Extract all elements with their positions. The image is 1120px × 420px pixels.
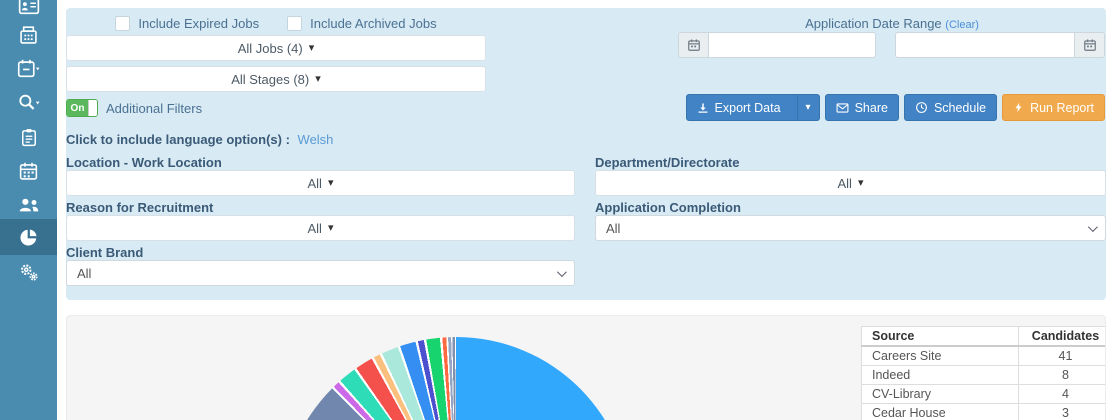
bolt-icon (1013, 101, 1024, 114)
include-jobs-row: Include Expired Jobs Include Archived Jo… (66, 16, 486, 31)
include-expired-jobs[interactable]: Include Expired Jobs (115, 16, 259, 31)
download-icon (697, 102, 709, 114)
date-to-group (895, 32, 1105, 58)
caret-down-icon: ▾ (857, 176, 864, 189)
sidebar-item-calendar[interactable] (0, 154, 57, 188)
address-card-icon (18, 0, 40, 17)
search-dropdown-icon (17, 92, 41, 114)
include-archived-label: Include Archived Jobs (310, 16, 437, 31)
report-results-panel: Source Candidates Careers Site 41 Indeed 8… (66, 315, 1106, 420)
date-range-label: Application Date Range (Clear) (805, 16, 979, 31)
date-to-input[interactable] (895, 32, 1075, 58)
source-pie-chart (281, 337, 631, 420)
stages-dropdown-value: All Stages (8) (231, 71, 310, 87)
jobs-dropdown[interactable]: All Jobs (4) ▾ (66, 35, 486, 61)
export-caret-button[interactable]: ▾ (796, 95, 819, 120)
include-expired-label: Include Expired Jobs (138, 16, 260, 31)
application-completion-select[interactable]: All (595, 215, 1106, 241)
sidebar-item-reports[interactable] (0, 219, 57, 255)
additional-filters-toggle[interactable]: On (66, 99, 98, 117)
field-label-department: Department/Directorate (595, 155, 740, 170)
date-range-clear-link[interactable]: (Clear) (945, 19, 979, 31)
date-from-input[interactable] (708, 32, 876, 58)
sidebar-item-calendar-menu[interactable] (0, 52, 57, 86)
column-header-candidates: Candidates (1018, 326, 1105, 347)
calendar-addon-icon[interactable] (678, 32, 708, 58)
sidebar-item-users[interactable] (0, 188, 57, 222)
run-report-button[interactable]: Run Report (1002, 94, 1105, 121)
column-header-source: Source (861, 326, 1019, 347)
chevron-down-icon (1087, 222, 1098, 233)
additional-filters-row: On Additional Filters (66, 99, 202, 117)
language-options-row: Click to include language option(s) : We… (66, 132, 333, 147)
location-dropdown[interactable]: All ▾ (66, 170, 575, 196)
caret-down-icon: ▾ (327, 176, 334, 189)
caret-down-icon: ▾ (315, 72, 321, 85)
table-row: Careers Site 41 (861, 345, 1105, 366)
include-expired-checkbox[interactable] (115, 16, 131, 31)
department-dropdown[interactable]: All ▾ (595, 170, 1106, 196)
fax-icon (18, 25, 39, 46)
additional-filters-label: Additional Filters (106, 100, 203, 116)
chevron-down-icon (556, 267, 567, 278)
include-archived-jobs[interactable]: Include Archived Jobs (287, 16, 437, 31)
pie-chart-icon (18, 227, 39, 248)
filter-panel: Include Expired Jobs Include Archived Jo… (66, 8, 1106, 300)
clipboard-icon (19, 127, 39, 148)
sidebar-item-search-menu[interactable] (0, 86, 57, 120)
include-archived-checkbox[interactable] (287, 16, 303, 31)
table-header-row: Source Candidates (861, 326, 1105, 347)
sidebar-item-address-card[interactable] (0, 0, 57, 23)
sidebar-item-fax[interactable] (0, 18, 57, 52)
field-label-completion: Application Completion (595, 200, 741, 215)
jobs-dropdown-value: All Jobs (4) (237, 40, 303, 56)
actions-toolbar: Export Data ▾ Share Schedule (685, 94, 1105, 121)
field-label-reason: Reason for Recruitment (66, 200, 214, 215)
table-row: Cedar House 3 (861, 403, 1105, 420)
sidebar-item-clipboard[interactable] (0, 120, 57, 154)
table-row: CV-Library 4 (861, 384, 1105, 404)
source-candidates-table: Source Candidates Careers Site 41 Indeed 8… (861, 326, 1105, 420)
table-row: Indeed 8 (861, 365, 1105, 385)
caret-down-icon: ▾ (308, 41, 315, 54)
sidebar-item-settings[interactable] (0, 255, 57, 289)
schedule-button[interactable]: Schedule (903, 94, 998, 121)
clock-icon (915, 101, 928, 114)
calendar-icon (18, 161, 39, 182)
field-label-client-brand: Client Brand (66, 245, 144, 260)
client-brand-select[interactable]: All (66, 260, 575, 286)
toggle-knob[interactable] (88, 100, 97, 116)
date-from-group (678, 32, 876, 58)
field-label-location: Location - Work Location (66, 155, 222, 170)
share-button[interactable]: Share (824, 94, 899, 121)
users-icon (17, 195, 41, 215)
sidebar (0, 0, 57, 420)
stages-dropdown[interactable]: All Stages (8) ▾ (66, 66, 486, 92)
envelope-icon (836, 102, 849, 114)
caret-down-icon: ▾ (327, 221, 334, 234)
reason-dropdown[interactable]: All ▾ (66, 215, 575, 241)
export-data-button[interactable]: Export Data ▾ (685, 94, 820, 121)
language-welsh-link[interactable]: Welsh (297, 132, 334, 147)
calendar-addon-icon[interactable] (1075, 32, 1105, 58)
toggle-on-label: On (67, 100, 88, 116)
calendar-dropdown-icon (17, 58, 41, 80)
settings-gears-icon (18, 261, 40, 283)
language-prompt: Click to include language option(s) : (66, 132, 290, 147)
